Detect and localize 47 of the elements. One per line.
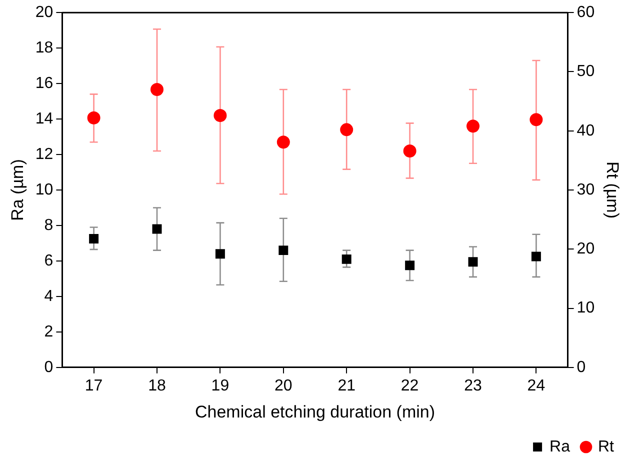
point <box>87 111 100 124</box>
point <box>468 257 478 267</box>
y2-axis-title: Rt (µm) <box>603 161 622 219</box>
y2-tick-label: 20 <box>576 240 595 258</box>
y-tick-label: 0 <box>44 358 54 376</box>
point <box>530 113 543 126</box>
x-tick-label: 20 <box>274 377 292 394</box>
legend-label: Ra <box>550 438 570 456</box>
point <box>340 123 354 136</box>
y-tick-label: 2 <box>44 323 54 340</box>
point <box>342 254 352 264</box>
point <box>278 246 288 256</box>
x-tick-label: 18 <box>148 377 166 394</box>
point <box>150 82 164 96</box>
legend-label: Rt <box>598 438 615 456</box>
y-tick-label: 8 <box>44 216 54 234</box>
y2-tick-label: 10 <box>576 300 595 317</box>
y2-tick-label: 60 <box>576 4 595 22</box>
point <box>152 224 162 234</box>
y2-tick-label: 30 <box>576 181 595 198</box>
y-tick-label: 10 <box>35 181 54 198</box>
point <box>89 234 99 244</box>
y-tick-label: 16 <box>35 74 54 92</box>
y-axis-title: Ra (µm) <box>8 159 27 221</box>
x-tick-label: 24 <box>527 377 546 394</box>
y-tick-label: 20 <box>35 4 54 22</box>
x-tick-label: 22 <box>400 377 419 394</box>
point <box>403 144 416 158</box>
y-tick-label: 18 <box>35 39 54 56</box>
y2-tick-label: 50 <box>576 63 595 80</box>
point <box>214 108 227 122</box>
y2-tick-label: 40 <box>576 122 595 140</box>
x-tick-label: 17 <box>84 377 103 394</box>
y-tick-label: 4 <box>44 288 54 305</box>
point <box>215 249 225 259</box>
y-tick-label: 12 <box>35 146 54 163</box>
point <box>531 252 541 262</box>
y-tick-label: 14 <box>35 110 54 128</box>
x-tick-label: 23 <box>464 377 482 394</box>
point <box>405 260 415 270</box>
point <box>466 120 480 133</box>
x-tick-label: 21 <box>338 377 356 394</box>
x-tick-label: 19 <box>211 377 230 394</box>
x-axis-title: Chemical etching duration (min) <box>195 402 435 422</box>
y2-tick-label: 0 <box>576 358 586 376</box>
point <box>276 136 290 149</box>
y-tick-label: 6 <box>44 252 54 270</box>
